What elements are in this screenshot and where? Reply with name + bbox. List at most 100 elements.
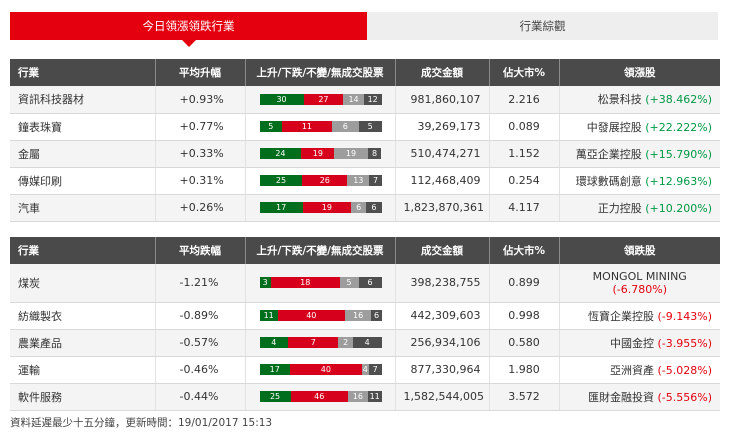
header-sector: 行業	[10, 237, 156, 264]
turnover: 442,309,603	[395, 302, 490, 330]
market-share: 0.580	[489, 329, 560, 357]
up-count-segment: 17	[259, 202, 303, 213]
market-share: 0.899	[489, 264, 560, 303]
up-count-segment: 24	[259, 148, 302, 159]
leader-stock-link[interactable]: 匯財金融投資	[588, 390, 654, 404]
table-row[interactable]: 鐘表珠寶 +0.77% 5 11 6 5 39,269,173 0.089 中發展控股 (+22…	[10, 113, 720, 141]
leader-stock-link[interactable]: 萬亞企業控股	[575, 147, 642, 161]
leader-cell: 恆寶企業控股 (-9.143%)	[559, 302, 720, 330]
down-count-segment: 11	[282, 121, 332, 132]
up-count-segment: 17	[259, 364, 290, 375]
breadth-bar: 25 26 13 7	[259, 175, 382, 186]
flat-count-segment: 13	[347, 175, 370, 186]
no-trade-count-segment: 6	[358, 277, 382, 289]
leader-stock-link[interactable]: MONGOL MINING	[592, 269, 687, 283]
down-count-segment: 18	[270, 277, 340, 289]
tab-top-sectors[interactable]: 今日領漲領跌行業	[10, 12, 367, 47]
leader-cell: 中發展控股 (+22.222%)	[559, 113, 720, 141]
turnover: 510,474,271	[395, 140, 490, 168]
down-count-segment: 26	[302, 175, 348, 186]
no-trade-count-segment: 8	[367, 148, 382, 159]
no-trade-count-segment: 6	[371, 310, 382, 321]
breadth-bar: 17 40 4 7	[259, 364, 382, 375]
down-count-segment: 27	[303, 93, 344, 105]
down-count-segment: 7	[288, 337, 339, 348]
up-count-segment: 5	[259, 121, 283, 132]
header-sector: 行業	[10, 59, 156, 86]
sector-name[interactable]: 農業產品	[10, 329, 156, 357]
header-breadth: 上升/下跌/不變/無成交股票	[245, 237, 396, 264]
up-count-segment: 3	[259, 277, 271, 289]
breadth-bar: 5 11 6 5	[259, 121, 382, 132]
no-trade-count-segment: 7	[369, 175, 382, 186]
avg-change: +0.26%	[155, 194, 246, 222]
table-row[interactable]: 煤炭 -1.21% 3 18 5 6 398,238,755 0.899 MONGOL MINI…	[10, 264, 720, 303]
market-share: 4.117	[489, 194, 560, 222]
flat-count-segment: 4	[361, 364, 369, 375]
leader-change: (-5.556%)	[657, 390, 713, 404]
header-market-share: 佔大市%	[489, 59, 560, 86]
sector-name[interactable]: 軟件服務	[10, 383, 156, 411]
leader-stock-link[interactable]: 中發展控股	[586, 120, 642, 134]
table-row[interactable]: 農業產品 -0.57% 4 7 2 4 256,934,106 0.580 中國金控 (-3.9…	[10, 329, 720, 357]
leader-stock-link[interactable]: 正力控股	[597, 201, 642, 215]
sector-name[interactable]: 資訊科技器材	[10, 86, 156, 114]
leader-change: (+38.462%)	[645, 93, 712, 107]
sector-name[interactable]: 汽車	[10, 194, 156, 222]
flat-count-segment: 14	[343, 93, 364, 105]
sector-name[interactable]: 金屬	[10, 140, 156, 168]
leader-cell: 環球數碼創意 (+12.963%)	[559, 167, 720, 195]
turnover: 256,934,106	[395, 329, 490, 357]
flat-count-segment: 2	[338, 337, 353, 348]
leader-stock-link[interactable]: 中國金控	[610, 336, 654, 350]
breadth-cell: 17 19 6 6	[245, 194, 396, 222]
header-leader: 領跌股	[559, 237, 720, 264]
table-row[interactable]: 汽車 +0.26% 17 19 6 6 1,823,870,361 4.117 正力控股 (+1…	[10, 194, 720, 222]
sector-name[interactable]: 鐘表珠寶	[10, 113, 156, 141]
leader-cell: 松景科技 (+38.462%)	[559, 86, 720, 114]
table-row[interactable]: 金屬 +0.33% 24 19 19 8 510,474,271 1.152 萬亞企業控股 (+…	[10, 140, 720, 168]
flat-count-segment: 6	[331, 121, 359, 132]
market-share: 3.572	[489, 383, 560, 411]
leader-change: (+22.222%)	[645, 120, 712, 134]
table-header-row: 行業 平均升幅 上升/下跌/不變/無成交股票 成交金額 佔大市% 領漲股	[10, 59, 720, 86]
flat-count-segment: 16	[347, 391, 368, 402]
leader-stock-link[interactable]: 松景科技	[597, 93, 642, 107]
leader-cell: 匯財金融投資 (-5.556%)	[559, 383, 720, 411]
leader-change: (-6.780%)	[612, 282, 668, 296]
avg-change: -0.46%	[155, 356, 246, 384]
leader-stock-link[interactable]: 恆寶企業控股	[588, 309, 654, 323]
avg-change: -0.44%	[155, 383, 246, 411]
turnover: 981,860,107	[395, 86, 490, 114]
table-row[interactable]: 軟件服務 -0.44% 25 46 16 11 1,582,544,005 3.572 匯財金融…	[10, 383, 720, 411]
table-row[interactable]: 資訊科技器材 +0.93% 30 27 14 12 981,860,107 2.216 松景科技…	[10, 86, 720, 114]
sector-name[interactable]: 煤炭	[10, 264, 156, 303]
breadth-cell: 30 27 14 12	[245, 86, 396, 114]
down-count-segment: 46	[290, 391, 348, 402]
turnover: 39,269,173	[395, 113, 490, 141]
breadth-cell: 24 19 19 8	[245, 140, 396, 168]
no-trade-count-segment: 6	[366, 202, 382, 213]
leader-cell: 中國金控 (-3.955%)	[559, 329, 720, 357]
table-row[interactable]: 傳媒印刷 +0.31% 25 26 13 7 112,468,409 0.254 環球數碼創意 …	[10, 167, 720, 195]
leader-stock-link[interactable]: 亞洲資產	[610, 363, 654, 377]
table-row[interactable]: 紡織製衣 -0.89% 11 40 16 6 442,309,603 0.998 恆寶企業控股 …	[10, 302, 720, 330]
up-count-segment: 25	[259, 391, 291, 402]
header-breadth: 上升/下跌/不變/無成交股票	[245, 59, 396, 86]
tab-sector-overview[interactable]: 行業綜觀	[367, 12, 718, 40]
table-row[interactable]: 運輸 -0.46% 17 40 4 7 877,330,964 1.980 亞洲資產 (-5.0…	[10, 356, 720, 384]
leader-cell: 萬亞企業控股 (+15.790%)	[559, 140, 720, 168]
no-trade-count-segment: 4	[352, 337, 382, 348]
leader-stock-link[interactable]: 環球數碼創意	[575, 174, 642, 188]
sector-name[interactable]: 傳媒印刷	[10, 167, 156, 195]
market-share: 0.998	[489, 302, 560, 330]
turnover: 1,582,544,005	[395, 383, 490, 411]
avg-change: +0.77%	[155, 113, 246, 141]
leader-change: (-9.143%)	[657, 309, 713, 323]
sector-name[interactable]: 運輸	[10, 356, 156, 384]
down-count-segment: 19	[301, 148, 335, 159]
breadth-bar: 3 18 5 6	[259, 277, 382, 289]
down-count-segment: 40	[290, 364, 362, 375]
tab-bar: 今日領漲領跌行業 行業綜觀	[10, 12, 718, 47]
sector-name[interactable]: 紡織製衣	[10, 302, 156, 330]
